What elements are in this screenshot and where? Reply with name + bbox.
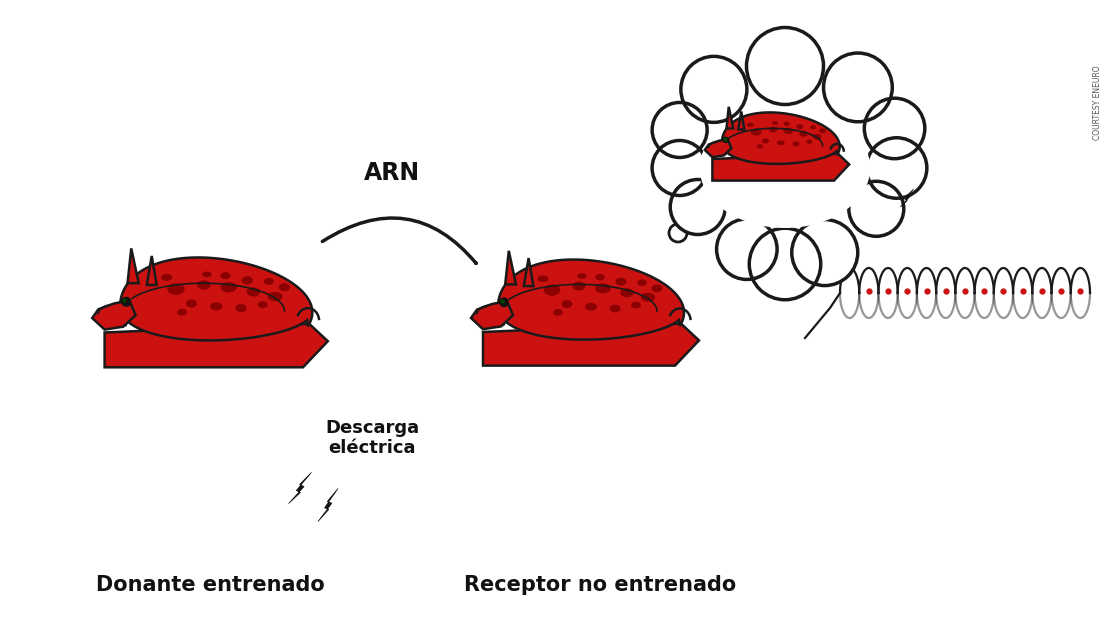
Circle shape bbox=[653, 102, 707, 158]
Polygon shape bbox=[738, 112, 745, 130]
Ellipse shape bbox=[632, 302, 640, 308]
Polygon shape bbox=[483, 323, 699, 366]
Ellipse shape bbox=[784, 121, 789, 126]
Polygon shape bbox=[289, 472, 312, 503]
Ellipse shape bbox=[793, 141, 799, 146]
Ellipse shape bbox=[595, 283, 610, 293]
Circle shape bbox=[824, 53, 892, 121]
Ellipse shape bbox=[699, 108, 870, 228]
Circle shape bbox=[865, 98, 925, 159]
Circle shape bbox=[670, 179, 725, 234]
Polygon shape bbox=[524, 258, 534, 286]
Polygon shape bbox=[722, 112, 839, 164]
Polygon shape bbox=[900, 189, 914, 207]
Ellipse shape bbox=[235, 304, 246, 312]
Ellipse shape bbox=[242, 276, 253, 284]
Ellipse shape bbox=[819, 128, 826, 133]
Polygon shape bbox=[120, 257, 312, 340]
Ellipse shape bbox=[763, 138, 769, 143]
Circle shape bbox=[749, 228, 820, 300]
Ellipse shape bbox=[796, 124, 804, 129]
Ellipse shape bbox=[537, 275, 548, 282]
Ellipse shape bbox=[806, 140, 813, 144]
Circle shape bbox=[122, 297, 131, 306]
Ellipse shape bbox=[246, 287, 260, 297]
Circle shape bbox=[849, 181, 904, 236]
Ellipse shape bbox=[258, 301, 268, 308]
Ellipse shape bbox=[616, 278, 626, 285]
Text: ARN: ARN bbox=[364, 161, 420, 185]
Ellipse shape bbox=[562, 300, 573, 308]
Ellipse shape bbox=[168, 283, 184, 295]
Ellipse shape bbox=[757, 145, 763, 148]
Ellipse shape bbox=[799, 131, 808, 136]
Polygon shape bbox=[92, 301, 135, 330]
Ellipse shape bbox=[609, 305, 620, 312]
Ellipse shape bbox=[747, 123, 754, 127]
Polygon shape bbox=[147, 256, 157, 285]
Ellipse shape bbox=[268, 292, 283, 301]
Ellipse shape bbox=[750, 128, 761, 136]
Text: Donante entrenado: Donante entrenado bbox=[95, 575, 324, 595]
Circle shape bbox=[669, 224, 687, 242]
Ellipse shape bbox=[161, 274, 172, 281]
Text: COURTESY ENEURO: COURTESY ENEURO bbox=[1092, 65, 1101, 140]
Polygon shape bbox=[104, 324, 327, 368]
Ellipse shape bbox=[620, 288, 634, 297]
Ellipse shape bbox=[640, 293, 655, 302]
Circle shape bbox=[717, 219, 777, 280]
Ellipse shape bbox=[178, 309, 188, 316]
Ellipse shape bbox=[196, 280, 211, 290]
Ellipse shape bbox=[777, 140, 785, 145]
Ellipse shape bbox=[784, 128, 794, 134]
Circle shape bbox=[747, 27, 824, 105]
Ellipse shape bbox=[684, 90, 886, 246]
Ellipse shape bbox=[553, 309, 563, 316]
Circle shape bbox=[699, 156, 737, 194]
Ellipse shape bbox=[652, 285, 663, 292]
Polygon shape bbox=[317, 488, 339, 521]
Ellipse shape bbox=[264, 278, 274, 285]
Circle shape bbox=[685, 190, 712, 216]
Ellipse shape bbox=[810, 125, 816, 130]
Polygon shape bbox=[726, 107, 734, 128]
Ellipse shape bbox=[577, 273, 587, 279]
Ellipse shape bbox=[769, 126, 777, 132]
Polygon shape bbox=[705, 139, 731, 157]
Ellipse shape bbox=[637, 279, 647, 286]
Circle shape bbox=[723, 137, 728, 143]
Ellipse shape bbox=[279, 283, 290, 292]
Polygon shape bbox=[498, 260, 684, 340]
Ellipse shape bbox=[210, 302, 222, 310]
Ellipse shape bbox=[202, 272, 212, 277]
Circle shape bbox=[652, 141, 707, 196]
Circle shape bbox=[791, 219, 858, 285]
Ellipse shape bbox=[595, 273, 605, 280]
Text: Receptor no entrenado: Receptor no entrenado bbox=[464, 575, 736, 595]
FancyArrowPatch shape bbox=[322, 218, 476, 264]
Ellipse shape bbox=[185, 300, 196, 308]
Ellipse shape bbox=[813, 134, 821, 140]
Ellipse shape bbox=[573, 282, 586, 290]
Ellipse shape bbox=[221, 282, 236, 292]
Text: Descarga
eléctrica: Descarga eléctrica bbox=[325, 419, 420, 457]
Circle shape bbox=[866, 138, 927, 198]
Polygon shape bbox=[505, 251, 516, 285]
Ellipse shape bbox=[544, 285, 561, 295]
Ellipse shape bbox=[221, 272, 231, 279]
Polygon shape bbox=[128, 249, 139, 283]
Circle shape bbox=[500, 298, 508, 307]
Ellipse shape bbox=[773, 121, 778, 125]
Circle shape bbox=[680, 56, 747, 122]
Ellipse shape bbox=[585, 303, 597, 311]
Polygon shape bbox=[471, 301, 513, 329]
Polygon shape bbox=[713, 154, 849, 181]
